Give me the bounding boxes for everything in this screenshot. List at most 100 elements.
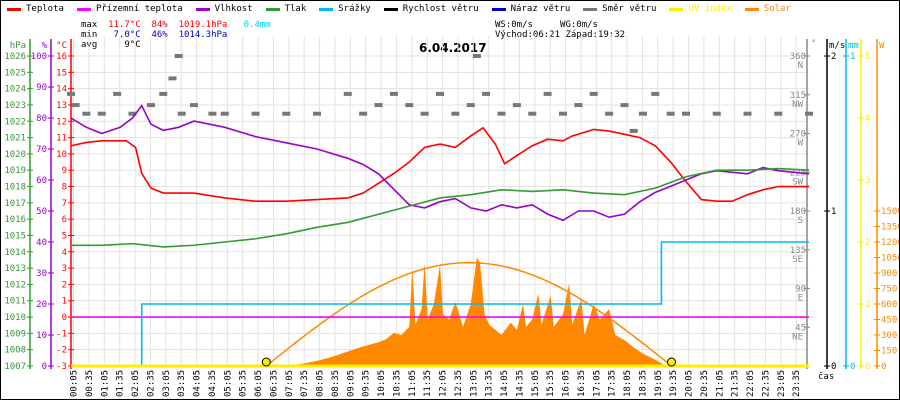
legend-item: Teplota <box>7 4 64 14</box>
direction-compass-label: E <box>798 294 803 304</box>
direction-tick-label: 135 <box>790 246 806 256</box>
humidity-tick-label: 80 <box>36 114 47 124</box>
temperature-tick-label: -1 <box>56 329 67 339</box>
temperature-tick-label: 8 <box>62 183 67 193</box>
x-tick-label: 06:35 <box>269 370 279 397</box>
direction-tick-label: 315 <box>790 91 806 101</box>
humidity-tick-label: 40 <box>36 238 47 248</box>
solar-tick-label: 0 <box>881 362 886 372</box>
wind-direction-mark <box>682 111 690 116</box>
x-tick-label: 07:05 <box>285 370 295 397</box>
x-tick-label: 08:35 <box>331 370 341 397</box>
legend-label: Srážky <box>338 4 371 14</box>
legend-item: Náraz větru <box>491 4 570 14</box>
min-humidity: 46% <box>151 30 168 40</box>
temperature-tick-label: 1 <box>62 297 67 307</box>
legend-swatch <box>744 7 759 11</box>
temperature-tick-label: -2 <box>56 346 67 356</box>
pressure-tick-label: 1010 <box>4 313 26 323</box>
x-tick-label: 05:35 <box>239 370 249 397</box>
wind-tick-label: 1 <box>831 207 836 217</box>
legend-item: Tlak <box>265 4 306 14</box>
wind-direction-mark <box>128 111 137 116</box>
temperature-tick-label: 7 <box>62 199 67 209</box>
x-tick-label: 02:05 <box>131 370 141 397</box>
uv-tick-label: 2 <box>865 238 870 248</box>
wind-direction-mark <box>251 111 260 116</box>
x-tick-label: 11:35 <box>423 370 433 397</box>
solar-tick-label: 1350 <box>881 223 899 233</box>
legend-swatch <box>583 7 598 11</box>
humidity-tick-label: 100 <box>31 52 47 62</box>
wind-direction-mark <box>282 111 291 116</box>
wind-direction-mark <box>313 111 321 116</box>
pressure-axis-unit: hPa <box>10 41 26 51</box>
x-tick-label: 07:35 <box>300 370 310 397</box>
direction-axis-unit: ° <box>811 39 816 49</box>
direction-compass-label: N <box>798 61 803 71</box>
legend-label: Rychlost větru <box>402 4 479 14</box>
direction-compass-label: S <box>798 216 803 226</box>
temperature-tick-label: 5 <box>62 231 67 241</box>
x-tick-label: 12:35 <box>454 370 464 397</box>
max-label: max <box>81 20 98 30</box>
x-tick-label: 00:05 <box>70 370 80 397</box>
solar-tick-label: 1200 <box>881 238 899 248</box>
wind-tick-label: 0 <box>831 362 836 372</box>
humidity-tick-label: 0 <box>42 362 47 372</box>
x-tick-label: 19:35 <box>669 370 679 397</box>
wind-direction-mark <box>190 103 198 108</box>
pressure-tick-label: 1023 <box>4 101 26 111</box>
legend-item: Srážky <box>319 4 371 14</box>
max-pressure: 1019.1hPa <box>178 20 228 30</box>
solar-tick-label: 600 <box>881 300 897 310</box>
pressure-tick-label: 1007 <box>4 362 26 372</box>
solar-tick-label: 750 <box>881 285 897 295</box>
pressure-tick-label: 1011 <box>4 297 26 307</box>
x-tick-label: 10:35 <box>392 370 402 397</box>
x-tick-label: 13:35 <box>485 370 495 397</box>
wind-direction-mark <box>482 91 491 96</box>
temperature-tick-label: -3 <box>56 362 67 372</box>
wind-direction-mark <box>159 91 168 96</box>
legend-item: Směr větru <box>583 4 656 14</box>
stats-min: min 7.0°C 46% 1014.3hPa <box>81 30 227 40</box>
wind-tick-label: 2 <box>831 52 836 62</box>
wind-direction-mark <box>451 111 460 116</box>
uv-tick-label: 1 <box>865 300 870 310</box>
legend-label: Solar <box>763 4 791 14</box>
legend-swatch <box>669 7 684 11</box>
x-tick-label: 15:35 <box>546 370 556 397</box>
legend-swatch <box>265 7 280 11</box>
wind-axis-unit: m/s <box>829 41 845 51</box>
wind-direction-mark <box>71 103 80 108</box>
pressure-tick-label: 1016 <box>4 215 26 225</box>
solar-axis-unit: W <box>879 41 885 51</box>
x-tick-label: 19:05 <box>654 370 664 397</box>
chart-title: 6.04.2017 <box>419 41 487 55</box>
x-tick-label: 09:05 <box>346 370 356 397</box>
wind-direction-mark <box>589 91 598 96</box>
max-temp: 11.7°C <box>108 20 141 30</box>
min-temp: 7.0°C <box>113 30 141 40</box>
legend-label: UV index <box>688 4 732 14</box>
stats-max: max 11.7°C 84% 1019.1hPa 0.4mm <box>81 20 271 30</box>
x-tick-label: 17:35 <box>608 370 618 397</box>
x-tick-label: 15:05 <box>531 370 541 397</box>
x-tick-label: 11:05 <box>408 370 418 397</box>
humidity-tick-label: 60 <box>36 176 47 186</box>
wind-direction-mark <box>629 128 638 133</box>
temperature-tick-label: 6 <box>62 215 67 225</box>
humidity-tick-label: 90 <box>36 83 47 93</box>
x-tick-label: 03:35 <box>177 370 187 397</box>
wind-direction-mark <box>466 103 475 108</box>
temperature-tick-label: 13 <box>56 101 67 111</box>
temperature-tick-label: 14 <box>56 85 67 95</box>
wind-direction-mark <box>620 103 629 108</box>
pressure-tick-label: 1019 <box>4 166 26 176</box>
wind-direction-mark <box>168 76 177 81</box>
max-humidity: 84% <box>151 20 168 30</box>
temperature-tick-label: 10 <box>56 150 67 160</box>
